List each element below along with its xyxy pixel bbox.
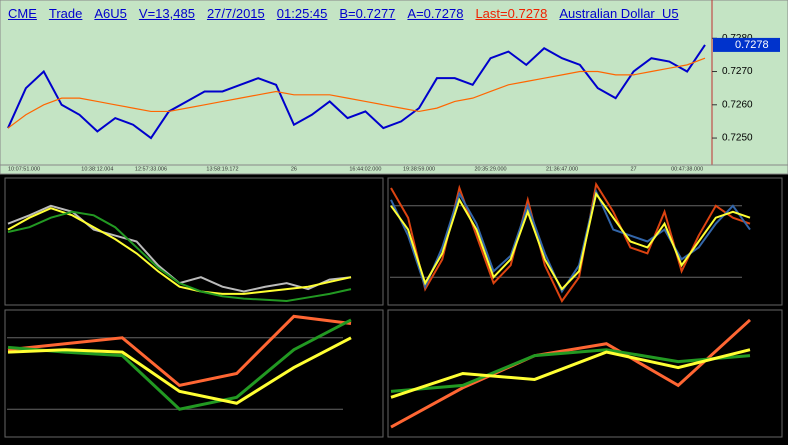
header-item: A6U5 — [94, 6, 127, 21]
series-line — [7, 336, 352, 405]
y-tick-label: 0.7270 — [722, 66, 753, 77]
header-item: 27/7/2015 — [206, 6, 265, 21]
series-line — [7, 44, 706, 140]
x-tick-label: 12:57:33.006 — [135, 166, 167, 172]
x-tick-label: 20:35:29.000 — [474, 166, 506, 172]
header-item: B=0.7277 — [339, 6, 396, 21]
header-item: Trade — [48, 6, 83, 21]
series-line — [390, 318, 752, 429]
x-tick-label: 00:47:38.000 — [671, 166, 703, 172]
x-tick-label: 10:07:51.000 — [8, 166, 40, 172]
x-tick-label: 16:44:02.000 — [349, 166, 381, 172]
panel — [387, 309, 783, 438]
panel — [4, 309, 384, 438]
x-tick-label: 19:38:59.000 — [403, 166, 435, 172]
x-tick-label: 21:36:47.000 — [546, 166, 578, 172]
x-tick-label: 27 — [630, 166, 636, 172]
x-tick-label: 13:58:19.172 — [206, 166, 238, 172]
series-line — [390, 191, 751, 291]
header-item: CME — [8, 6, 37, 21]
header-item: Last=0.7278 — [475, 6, 548, 21]
series-line — [390, 348, 751, 399]
y-tick-label: 0.7250 — [722, 133, 753, 144]
x-tick-label: 26 — [291, 166, 297, 172]
x-tick-label: 10:38:12.004 — [81, 166, 113, 172]
series-line — [390, 348, 751, 393]
panel — [0, 0, 788, 175]
panel — [4, 177, 384, 306]
header: CME Trade A6U5 V=13,485 27/7/2015 01:25:45 B=0… — [8, 6, 679, 21]
last-price-label: 0.7278 — [735, 39, 769, 51]
series-line — [7, 210, 352, 303]
header-item: A=0.7278 — [407, 6, 464, 21]
series-line — [7, 314, 352, 388]
series-line — [7, 57, 706, 129]
series-line — [7, 318, 352, 411]
header-item: V=13,485 — [138, 6, 195, 21]
last-price-box — [713, 37, 780, 52]
y-tick-label: 0.7260 — [722, 99, 753, 110]
header-item: 01:25:45 — [276, 6, 328, 21]
header-item: Australian Dollar U5 — [559, 6, 679, 21]
